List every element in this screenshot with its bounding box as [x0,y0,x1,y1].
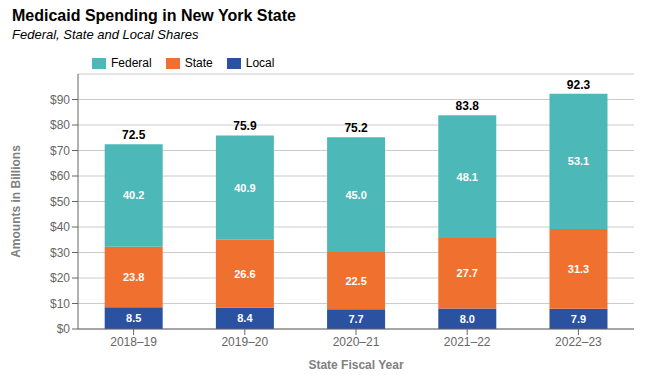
svg-text:$30: $30 [50,246,70,260]
svg-text:2020–21: 2020–21 [333,335,380,349]
svg-text:92.3: 92.3 [567,78,591,92]
svg-text:$0: $0 [57,322,71,336]
svg-text:7.9: 7.9 [571,313,586,325]
svg-text:$50: $50 [50,195,70,209]
svg-text:83.8: 83.8 [456,99,480,113]
svg-text:27.7: 27.7 [457,267,478,279]
html-text:Federal: Federal [111,56,152,70]
svg-text:8.0: 8.0 [460,313,475,325]
svg-text:45.0: 45.0 [345,189,366,201]
svg-text:40.2: 40.2 [123,189,144,201]
html-text:Medicaid Spending in New York: Medicaid Spending in New York State [12,7,296,24]
svg-text:7.7: 7.7 [348,313,363,325]
svg-text:72.5: 72.5 [122,128,146,142]
svg-text:2018–19: 2018–19 [110,335,157,349]
svg-text:$70: $70 [50,144,70,158]
svg-text:8.5: 8.5 [126,312,141,324]
svg-text:22.5: 22.5 [345,275,366,287]
svg-text:$90: $90 [50,93,70,107]
svg-text:40.9: 40.9 [234,182,255,194]
svg-text:23.8: 23.8 [123,271,144,283]
svg-text:75.9: 75.9 [233,119,257,133]
svg-text:8.4: 8.4 [237,312,253,324]
svg-text:75.2: 75.2 [344,121,368,135]
svg-text:53.1: 53.1 [568,155,589,167]
svg-text:26.6: 26.6 [234,268,255,280]
svg-text:2019–20: 2019–20 [221,335,268,349]
svg-text:$40: $40 [50,220,70,234]
svg-text:2021–22: 2021–22 [444,335,491,349]
svg-text:2022–23: 2022–23 [555,335,602,349]
svg-text:$10: $10 [50,297,70,311]
svg-text:$80: $80 [50,118,70,132]
svg-text:$20: $20 [50,271,70,285]
svg-text:$60: $60 [50,169,70,183]
html-text:Federal, State and Local Share: Federal, State and Local Shares [12,27,199,42]
svg-text:31.3: 31.3 [568,263,589,275]
html-text:Local: Local [245,56,275,70]
html-text:State: State [184,56,213,70]
svg-text:Amounts in Billions: Amounts in Billions [9,145,23,258]
svg-text:State Fiscal Year: State Fiscal Year [308,358,404,372]
svg-text:48.1: 48.1 [457,171,478,183]
